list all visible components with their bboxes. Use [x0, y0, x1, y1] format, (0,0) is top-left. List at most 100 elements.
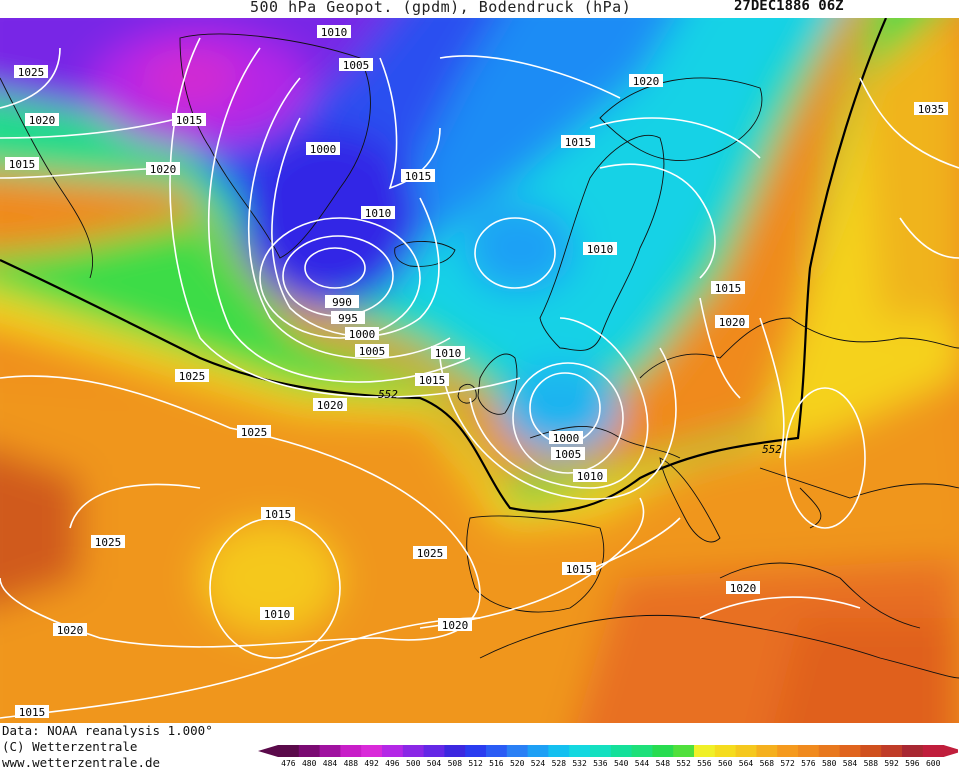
legend-swatch	[402, 745, 425, 757]
map-date: 27DEC1886 06Z	[734, 0, 844, 14]
legend-swatch	[298, 745, 321, 757]
legend-tick-label: 544	[635, 759, 650, 768]
legend-tick-label: 592	[884, 759, 899, 768]
isobar-label: 1010	[260, 607, 294, 621]
legend-swatch	[506, 745, 529, 757]
isobar-label: 1000	[549, 431, 583, 445]
contour-label-552: 552	[762, 443, 782, 456]
svg-text:1020: 1020	[442, 619, 469, 632]
title-bar: 500 hPa Geopot. (gpdm), Bodendruck (hPa)…	[0, 0, 959, 18]
svg-text:1010: 1010	[577, 470, 604, 483]
legend-swatch	[818, 745, 841, 757]
isobar-label: 1010	[573, 469, 607, 483]
isobar-label: 1015	[5, 157, 39, 171]
legend-arrow-left	[258, 745, 278, 757]
svg-text:1020: 1020	[150, 163, 177, 176]
svg-text:1025: 1025	[18, 66, 45, 79]
isobar-label: 1015	[415, 373, 449, 387]
legend-tick-label: 560	[718, 759, 733, 768]
svg-text:552: 552	[762, 443, 782, 456]
svg-text:1015: 1015	[565, 136, 592, 149]
legend-swatch	[527, 745, 549, 757]
legend-tick-label: 536	[593, 759, 608, 768]
svg-text:1035: 1035	[918, 103, 945, 116]
legend-tick-label: 552	[676, 759, 691, 768]
legend-tick-label: 516	[489, 759, 504, 768]
legend-swatch	[569, 745, 591, 757]
legend-swatch	[735, 745, 757, 757]
isobar-label: 1025	[237, 425, 271, 439]
isobar-label: 1015	[172, 113, 206, 127]
legend-tick-label: 568	[760, 759, 775, 768]
legend-swatch	[694, 745, 716, 757]
legend-swatch	[361, 745, 383, 757]
isobar-label: 1000	[306, 142, 340, 156]
legend-swatch	[590, 745, 612, 757]
isobar-label: 1020	[715, 315, 749, 329]
svg-text:1025: 1025	[417, 547, 444, 560]
svg-text:1010: 1010	[264, 608, 291, 621]
isobar-label: 1020	[25, 113, 59, 127]
legend-swatch	[610, 745, 633, 757]
legend-swatch	[756, 745, 778, 757]
svg-text:1005: 1005	[343, 59, 370, 72]
svg-text:995: 995	[338, 312, 358, 325]
svg-text:1010: 1010	[435, 347, 462, 360]
legend-swatch	[382, 745, 404, 757]
legend-tick-label: 528	[552, 759, 567, 768]
data-source-text: Data: NOAA reanalysis 1.000°	[2, 723, 213, 738]
legend-tick-label: 508	[448, 759, 463, 768]
isobar-label: 1015	[15, 705, 49, 719]
svg-text:1020: 1020	[719, 316, 746, 329]
legend-tick-label: 564	[739, 759, 754, 768]
legend-tick-label: 504	[427, 759, 442, 768]
isobar-label: 1025	[413, 546, 447, 560]
legend-tick-label: 576	[801, 759, 816, 768]
legend-swatch	[278, 745, 300, 757]
svg-text:1020: 1020	[730, 582, 757, 595]
isobar-label: 1025	[175, 369, 209, 383]
isobar-label: 995	[331, 311, 365, 325]
isobar-label: 1015	[711, 281, 745, 295]
legend-arrow-right	[943, 745, 959, 757]
legend-tick-label: 496	[385, 759, 400, 768]
copyright-text: (C) Wetterzentrale	[2, 739, 138, 754]
website-text: www.wetterzentrale.de	[2, 755, 161, 770]
isobar-label: 1020	[53, 623, 87, 637]
color-legend: 476 480 484 488 492 496 500 504 508 512 516 520 524 5…	[258, 745, 959, 773]
legend-swatch	[423, 745, 445, 757]
contour-552	[0, 17, 888, 513]
svg-text:1015: 1015	[405, 170, 432, 183]
legend-swatch	[631, 745, 653, 757]
legend-tick-label: 540	[614, 759, 629, 768]
isobar-label: 1020	[313, 398, 347, 412]
svg-text:1015: 1015	[419, 374, 446, 387]
isobar-label: 1020	[438, 618, 472, 632]
isobar-label: 1010	[431, 346, 465, 360]
legend-swatch	[548, 745, 570, 757]
legend-swatch	[319, 745, 341, 757]
isobar-label: 1015	[261, 507, 295, 521]
svg-text:1020: 1020	[633, 75, 660, 88]
isobar-label: 1015	[562, 562, 596, 576]
legend-swatch	[340, 745, 362, 757]
isobar-label: 1015	[401, 169, 435, 183]
legend-tick-label: 600	[926, 759, 941, 768]
isobar-label: 1020	[146, 162, 180, 176]
legend-tick-label: 580	[822, 759, 837, 768]
isobar-label: 1010	[583, 242, 617, 256]
isobar-label: 1010	[317, 25, 351, 39]
svg-text:1005: 1005	[359, 345, 386, 358]
legend-tick-label: 556	[697, 759, 712, 768]
legend-tick-label: 524	[531, 759, 546, 768]
map-title: 500 hPa Geopot. (gpdm), Bodendruck (hPa)	[250, 0, 632, 16]
svg-text:1020: 1020	[29, 114, 56, 127]
svg-text:1010: 1010	[365, 207, 392, 220]
legend-tick-label: 596	[905, 759, 920, 768]
legend-tick-label: 572	[780, 759, 795, 768]
isobar-label: 1020	[629, 74, 663, 88]
legend-swatch	[860, 745, 882, 757]
isobar-label: 1005	[355, 344, 389, 358]
svg-text:1000: 1000	[349, 328, 376, 341]
